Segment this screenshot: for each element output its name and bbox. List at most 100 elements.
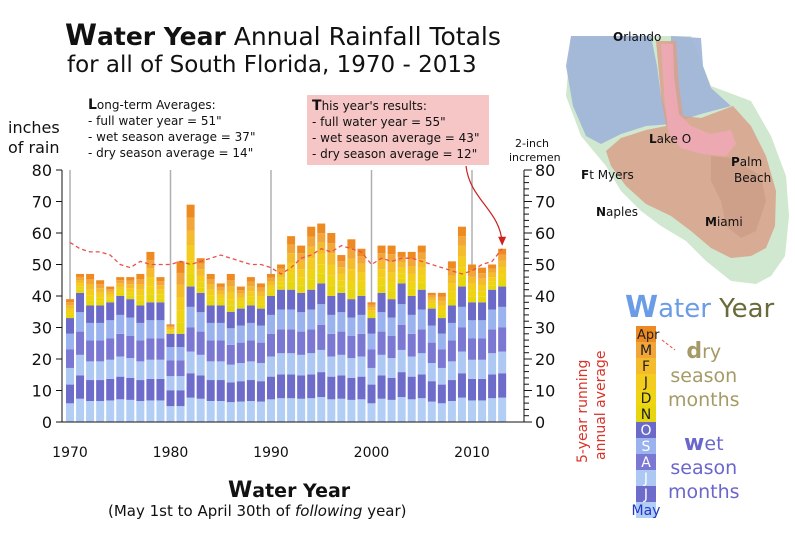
bar-segment-wet — [347, 377, 356, 400]
bar-segment-wet — [437, 333, 446, 350]
bar-segment-dry — [126, 284, 135, 289]
bar-segment-dry — [367, 310, 376, 314]
bar-segment-dry — [86, 295, 95, 301]
bar-segment-wet — [317, 283, 326, 305]
bar-segment-dry — [216, 283, 225, 287]
bar-segment-dry — [488, 272, 497, 278]
north-region-icon — [566, 36, 671, 144]
bar-segment-dry — [166, 327, 175, 330]
legend-title: Water Year — [625, 290, 775, 325]
bar-segment-wet — [116, 399, 125, 422]
bar-segment-dry — [226, 286, 235, 293]
bar-segment-wet — [367, 349, 376, 368]
bar-segment-dry — [447, 268, 456, 276]
bar-segment-wet — [96, 401, 105, 422]
bar-segment-dry — [176, 261, 185, 273]
bar-segment-dry — [206, 278, 215, 285]
bar-segment-dry — [347, 269, 356, 280]
bar-segment-dry — [126, 277, 135, 281]
bar-segment-dry — [216, 286, 225, 291]
bar-segment-dry — [407, 273, 416, 282]
bar-segment-wet — [246, 305, 255, 323]
bar-segment-dry — [277, 264, 286, 269]
map-label-ft-myers: Ft Myers — [581, 168, 634, 182]
bar-segment-wet — [457, 327, 466, 352]
bar-segment-dry — [327, 243, 336, 254]
bar-segment-wet — [256, 381, 265, 402]
bar-segment-wet — [347, 358, 356, 378]
bar-segment-dry — [126, 292, 135, 296]
bar-segment-dry — [367, 313, 376, 316]
bar-segment-dry — [126, 295, 135, 300]
bar-segment-wet — [327, 296, 336, 315]
bar-segment-dry — [116, 280, 125, 284]
bar-segment-wet — [196, 398, 205, 422]
annotation-arrowhead — [498, 236, 507, 246]
bar-segment-wet — [146, 400, 155, 422]
bar-segment-wet — [407, 296, 416, 315]
bar-segment-dry — [468, 276, 476, 284]
bar-segment-wet — [407, 314, 416, 334]
bar-segment-wet — [317, 372, 326, 398]
bar-segment-dry — [468, 264, 476, 271]
legend-month-swatch — [636, 358, 656, 374]
bar-segment-dry — [156, 294, 165, 299]
bar-segment-wet — [297, 354, 306, 376]
bar-segment-wet — [86, 305, 95, 323]
bar-segment-dry — [417, 252, 426, 260]
bar-segment-wet — [417, 309, 426, 330]
bar-segment-dry — [66, 315, 74, 319]
legend-month-label: May — [632, 503, 661, 519]
bar-segment-wet — [427, 381, 436, 402]
bar-segment-dry — [427, 295, 436, 298]
bar-segment-dry — [206, 273, 215, 279]
bar-segment-wet — [206, 340, 215, 362]
bar-segment-wet — [226, 402, 235, 422]
bar-segment-wet — [66, 384, 74, 404]
bar-segment-wet — [256, 342, 265, 364]
bar-segment-dry — [397, 267, 406, 274]
bar-segment-dry — [136, 295, 145, 301]
bar-segment-wet — [116, 314, 125, 334]
bar-segment-wet — [347, 336, 356, 359]
bar-segment-dry — [427, 300, 436, 304]
legend-month-swatch — [636, 502, 656, 518]
bar-segment-wet — [457, 306, 466, 328]
x-tick-label: 1980 — [153, 445, 189, 461]
bar-segment-dry — [277, 268, 286, 273]
bar-segment-wet — [307, 398, 316, 422]
bar-segment-wet — [377, 312, 386, 332]
bar-segment-wet — [267, 296, 275, 315]
bar-segment-dry — [136, 273, 145, 279]
bar-segment-dry — [327, 275, 336, 286]
legend-month-label: D — [641, 391, 652, 407]
bar-segment-wet — [457, 351, 466, 374]
bar-segment-wet — [66, 318, 74, 334]
bar-segment-dry — [236, 297, 245, 302]
left-tick-label: 0 — [42, 413, 52, 432]
bar-segment-wet — [498, 351, 507, 374]
bar-segment-dry — [287, 236, 296, 245]
bar-segment-wet — [277, 374, 286, 399]
bar-segment-wet — [206, 361, 215, 381]
left-tick-label: 80 — [32, 161, 52, 180]
bar-segment-wet — [407, 356, 416, 377]
bar-segment-dry — [186, 245, 195, 261]
this-year-line: - wet season average = 43" — [312, 131, 480, 145]
bar-segment-dry — [417, 245, 426, 253]
bar-segment-dry — [347, 239, 356, 249]
bar-segment-dry — [236, 293, 245, 298]
bar-segment-wet — [277, 309, 286, 330]
bar-segment-dry — [327, 285, 336, 296]
legend-month-swatch — [636, 438, 656, 454]
bar-segment-wet — [116, 376, 125, 400]
bar-segment-wet — [437, 367, 446, 385]
bar-segment-wet — [226, 328, 235, 345]
bar-segment-wet — [226, 364, 235, 383]
bar-segment-wet — [488, 289, 497, 310]
bar-segment-dry — [377, 245, 386, 254]
bar-segment-wet — [478, 400, 487, 422]
bar-segment-wet — [367, 384, 376, 404]
bar-segment-wet — [256, 363, 265, 382]
long-term-averages-note: Long-term Averages: - full water year = … — [88, 97, 256, 160]
